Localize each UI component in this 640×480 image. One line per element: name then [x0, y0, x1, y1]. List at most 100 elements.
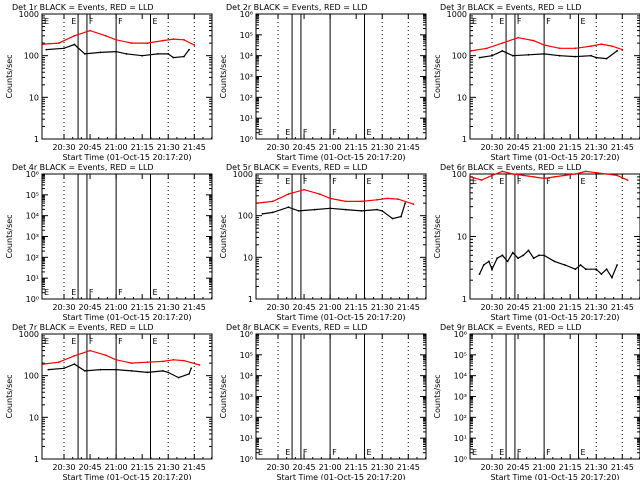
data-point	[553, 176, 556, 178]
data-point	[318, 193, 321, 196]
x-tick-label: 21:45	[611, 303, 634, 312]
data-point	[193, 44, 196, 46]
x-tick-label: 20:45	[293, 463, 316, 472]
data-point	[522, 254, 525, 257]
y-tick-label: 10³	[240, 393, 253, 402]
x-tick-label: 21:30	[371, 303, 394, 312]
data-point	[558, 54, 561, 57]
x-axis-label: Start Time (01-Oct-15 20:17:20)	[62, 313, 191, 322]
y-tick-label: 10¹	[240, 434, 253, 443]
data-point	[480, 179, 483, 182]
x-tick-label: 21:15	[559, 463, 582, 472]
y-axis-label: Counts/sec	[433, 54, 442, 98]
data-point	[183, 359, 185, 362]
panel-det-3: Det 3r BLACK = Events, RED = LLD Counts/s…	[433, 3, 640, 162]
event-marker-label: F	[517, 448, 522, 457]
y-tick-label: 10⁰	[26, 295, 39, 304]
data-point	[360, 200, 363, 203]
x-tick-label: 20:30	[480, 463, 503, 472]
x-tick-label: 21:00	[533, 143, 556, 152]
data-point	[579, 264, 582, 266]
y-tick-label: 100	[238, 212, 253, 221]
y-tick-label: 1	[248, 295, 253, 304]
y-tick-label: 1000	[19, 10, 39, 19]
series-line-events	[46, 43, 190, 59]
data-point	[590, 54, 592, 57]
x-tick-label: 21:45	[397, 463, 420, 472]
x-tick-label: 21:30	[585, 463, 608, 472]
event-marker-label: E	[44, 337, 49, 346]
y-tick-label: 10	[29, 93, 39, 102]
plot-frame	[255, 13, 427, 140]
data-point	[605, 268, 608, 271]
event-marker-label: F	[332, 177, 337, 186]
y-axis-label: Counts/sec	[219, 54, 228, 98]
data-point	[183, 38, 185, 41]
x-tick-label: 20:45	[507, 303, 530, 312]
x-tick-label: 21:00	[105, 463, 128, 472]
y-tick-label: 10²	[240, 413, 253, 422]
data-point	[156, 53, 159, 55]
y-tick-label: 10⁵	[240, 351, 253, 360]
data-point	[177, 376, 180, 379]
y-tick-label: 10⁶	[240, 10, 253, 19]
event-marker-label: F	[89, 288, 94, 297]
event-marker-label: E	[285, 448, 290, 457]
series-line-lld	[471, 37, 623, 52]
data-point	[412, 203, 415, 206]
data-point	[115, 368, 117, 371]
event-marker-label: E	[258, 177, 263, 186]
data-point	[605, 173, 608, 175]
y-axis-label: Counts/sec	[5, 54, 14, 98]
event-marker-label: E	[581, 17, 586, 26]
y-axis-label: Counts/sec	[433, 214, 442, 258]
series-line-lld	[257, 189, 414, 205]
plot-frame	[255, 333, 427, 460]
plot-frame	[41, 333, 213, 460]
data-point	[115, 38, 117, 41]
data-point	[553, 260, 556, 263]
x-axis-label: Start Time (01-Oct-15 20:17:20)	[490, 153, 619, 162]
data-point	[99, 368, 102, 371]
data-point	[574, 173, 577, 175]
y-tick-label: 10⁰	[240, 455, 253, 464]
data-point	[386, 197, 389, 200]
data-point	[616, 174, 618, 177]
y-tick-label: 10⁵	[26, 191, 39, 200]
event-marker-label: E	[499, 448, 504, 457]
y-tick-label: 1000	[447, 10, 467, 19]
data-point	[329, 207, 331, 210]
data-point	[478, 273, 481, 275]
data-point	[600, 273, 603, 275]
data-point	[605, 57, 608, 60]
y-tick-label: 10¹	[26, 274, 39, 283]
data-point	[104, 354, 107, 357]
plot-frame	[469, 13, 640, 140]
data-point	[485, 47, 488, 50]
y-tick-label: 10⁴	[26, 212, 39, 221]
data-point	[329, 197, 331, 200]
data-point	[584, 170, 587, 173]
data-point	[162, 39, 164, 42]
event-marker-label: F	[303, 448, 308, 457]
panel-det-8: Det 8r BLACK = Events, RED = LLD Counts/s…	[219, 323, 427, 480]
event-marker-label: F	[517, 177, 522, 186]
data-point	[470, 50, 473, 52]
data-point	[261, 213, 264, 215]
plot-frame	[41, 173, 213, 300]
x-tick-label: 21:00	[319, 463, 342, 472]
data-point	[73, 363, 76, 365]
x-tick-label: 21:45	[183, 303, 206, 312]
data-point	[478, 56, 481, 59]
y-tick-label: 10¹	[240, 114, 253, 123]
data-point	[162, 360, 164, 363]
data-point	[543, 254, 545, 257]
data-point	[99, 51, 102, 54]
data-point	[543, 177, 545, 180]
x-tick-label: 21:30	[371, 463, 394, 472]
data-point	[491, 54, 493, 57]
data-point	[564, 174, 566, 177]
data-point	[146, 361, 149, 364]
panel-det-2: Det 2r BLACK = Events, RED = LLD Counts/s…	[219, 3, 427, 162]
data-point	[42, 363, 45, 365]
